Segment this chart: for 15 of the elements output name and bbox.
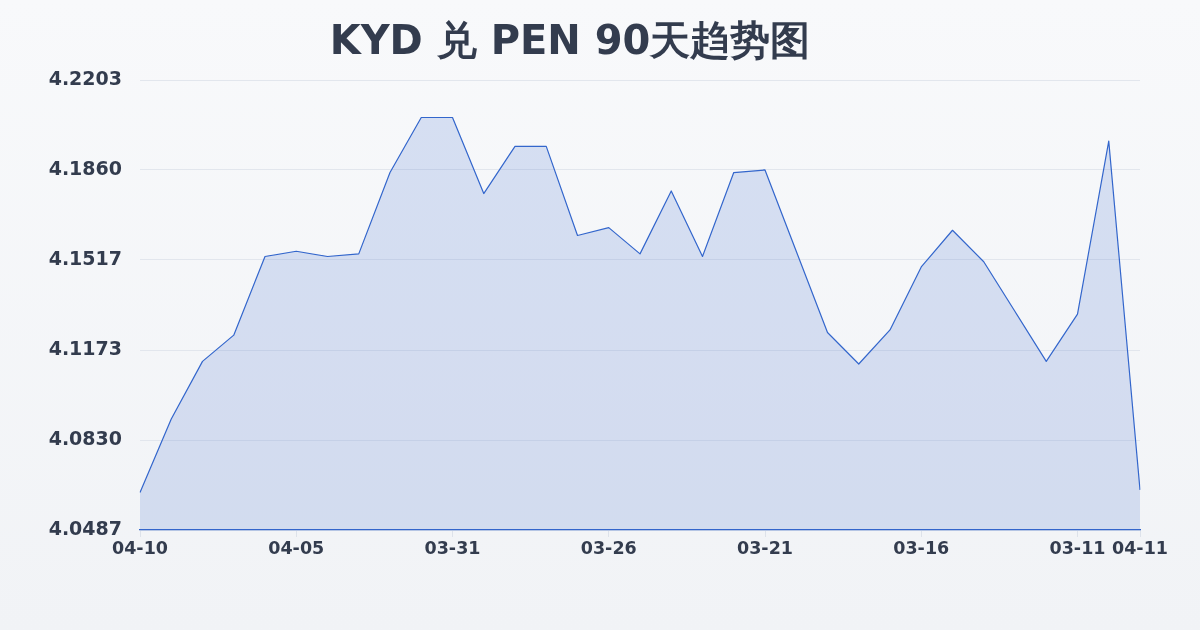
chart-title: KYD 兑 PEN 90天趋势图	[329, 17, 811, 64]
x-tick-label: 03-31	[424, 538, 481, 559]
x-tick-label: 03-26	[580, 538, 637, 559]
x-tick-label: 03-11	[1049, 538, 1106, 559]
y-tick-label: 4.0487	[48, 516, 122, 539]
x-tick-label: 04-10	[112, 538, 168, 559]
x-tick-label: 04-11	[1112, 538, 1168, 559]
y-tick-label: 4.0830	[48, 426, 122, 449]
y-tick-label: 4.1860	[48, 156, 122, 179]
y-tick-label: 4.2203	[48, 66, 122, 89]
x-tick-label: 04-05	[268, 538, 325, 559]
y-tick-label: 4.1517	[48, 246, 122, 269]
x-tick-label: 03-16	[893, 538, 950, 559]
x-tick-label: 03-21	[737, 538, 793, 559]
y-tick-label: 4.1173	[48, 337, 122, 360]
